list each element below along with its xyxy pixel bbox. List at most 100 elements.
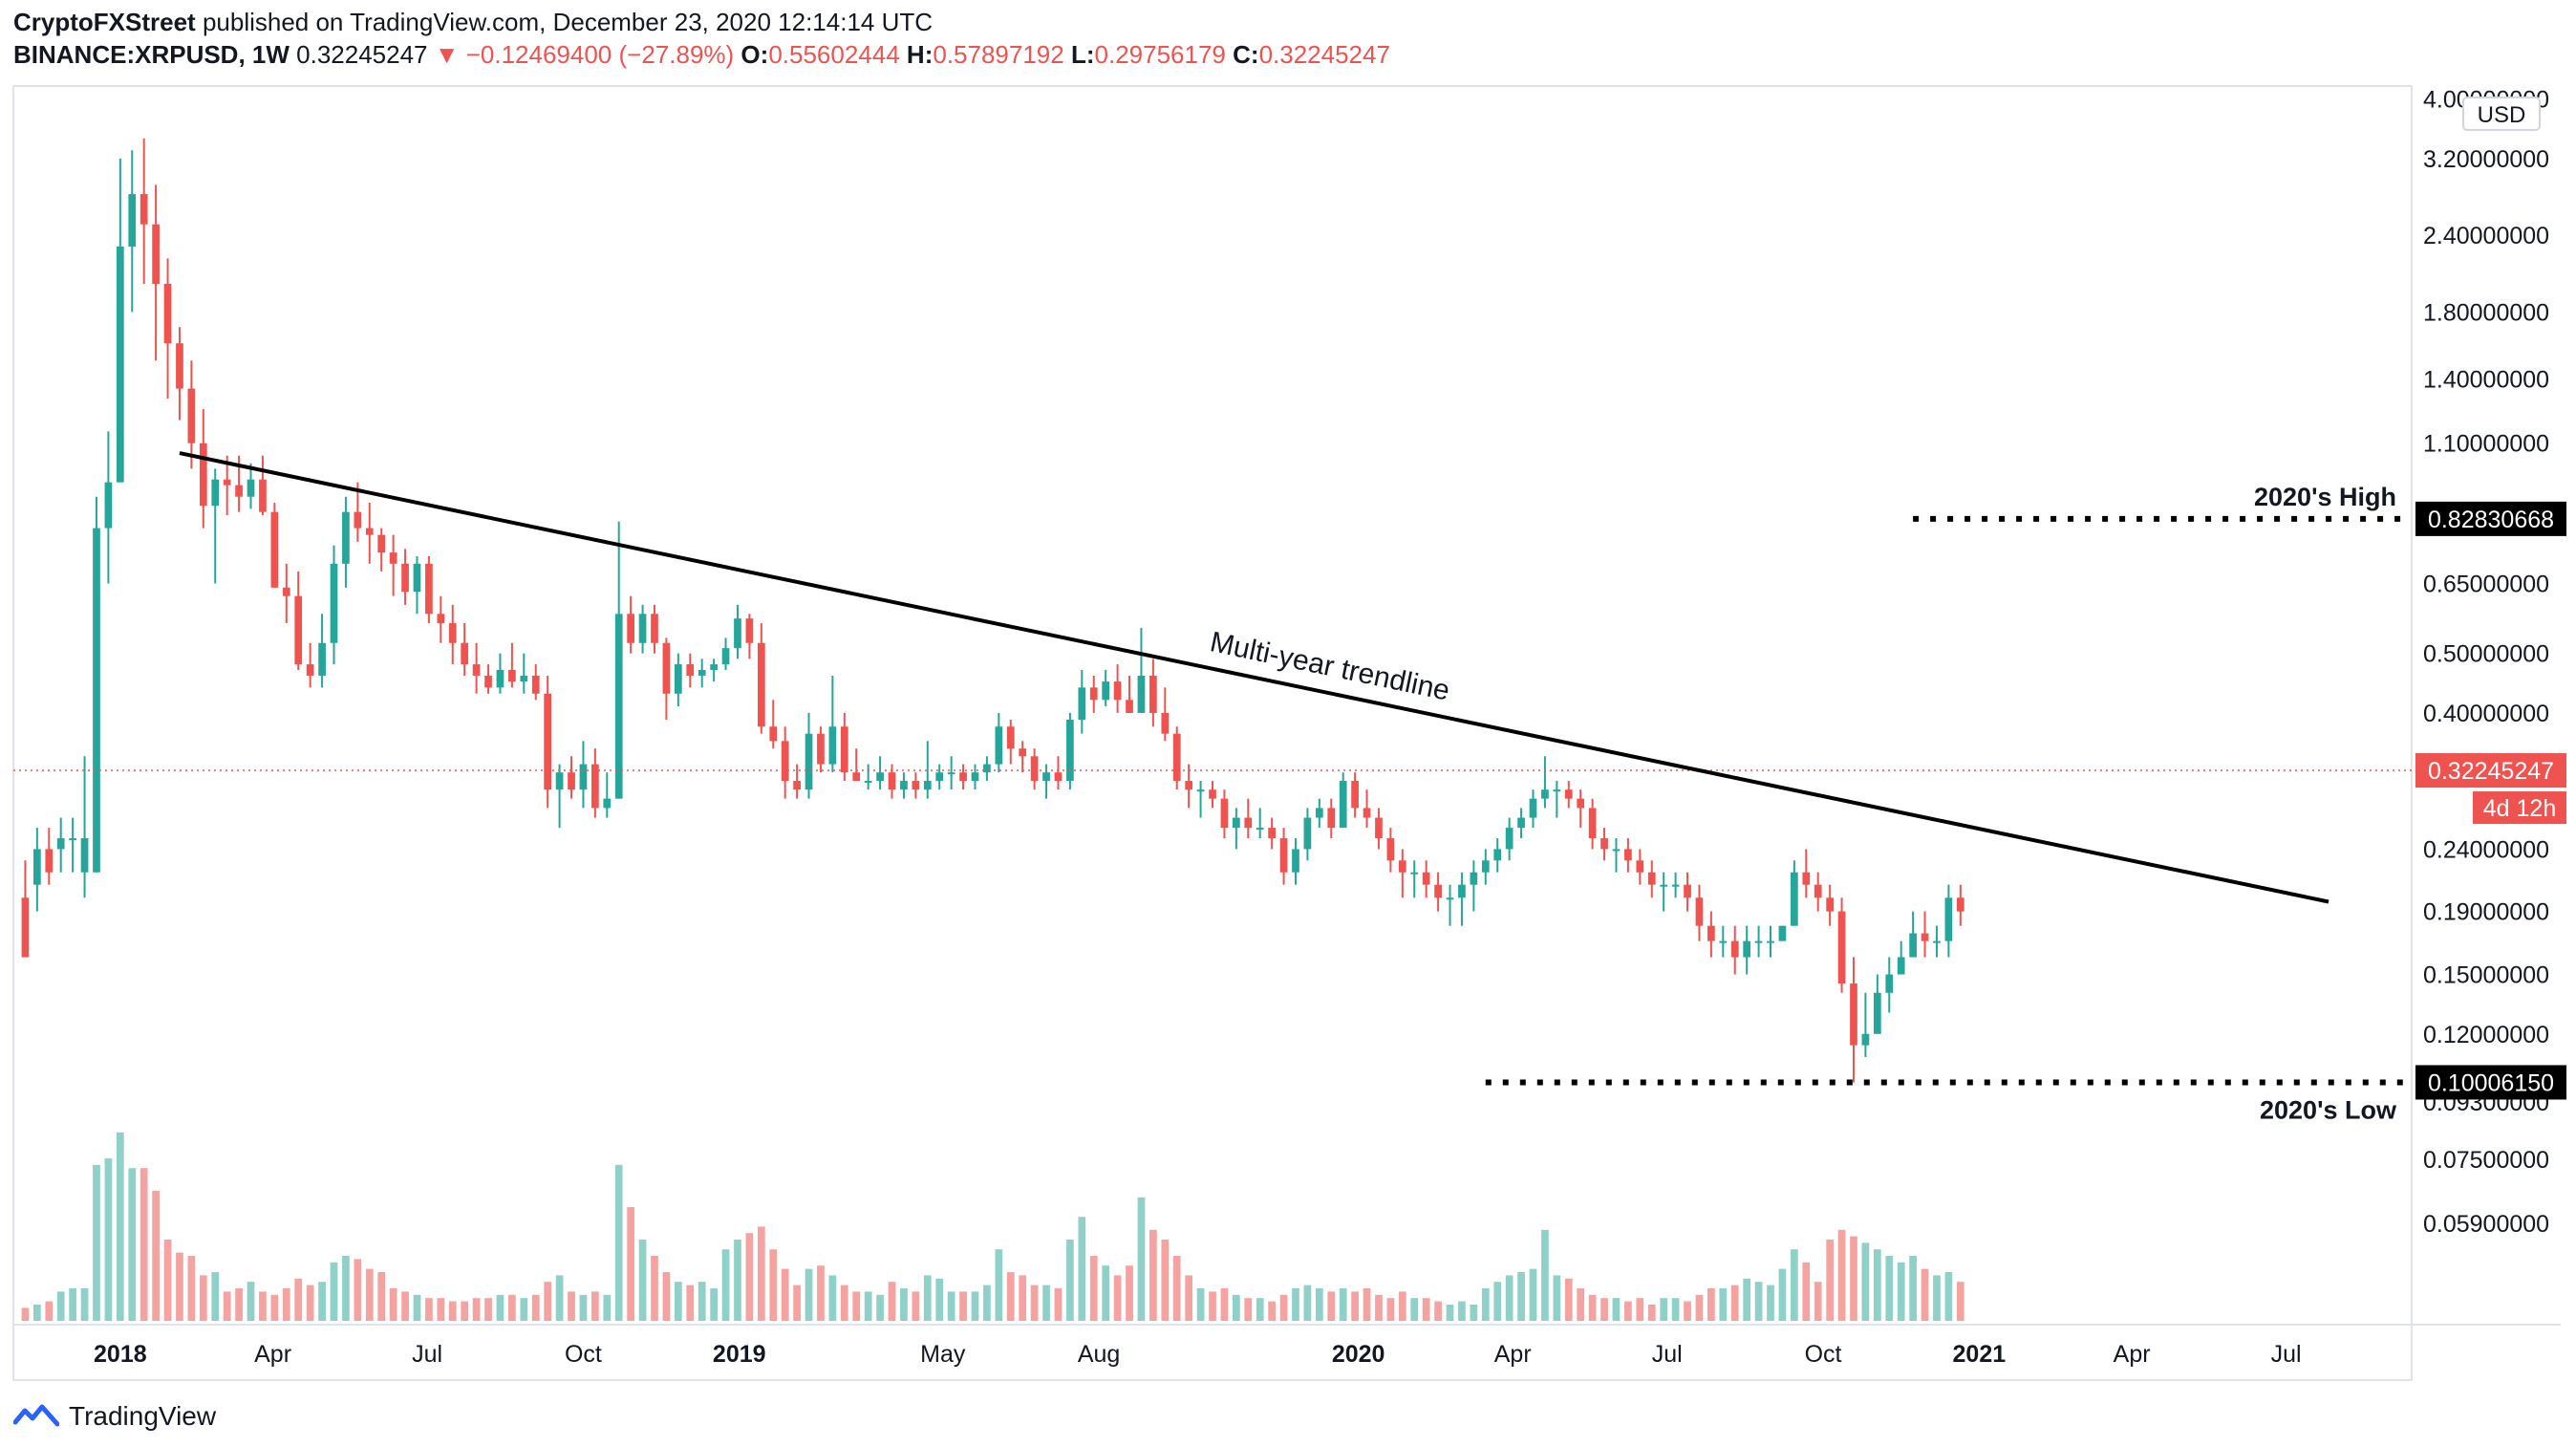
candle-body[interactable] — [757, 642, 765, 727]
multi-year-trendline[interactable] — [179, 451, 2329, 904]
author-name[interactable]: CryptoFXStreet — [13, 8, 196, 36]
candle-body[interactable] — [1209, 789, 1216, 799]
candle-body[interactable] — [1730, 940, 1739, 958]
candle-body[interactable] — [318, 642, 326, 676]
candle-body[interactable] — [270, 511, 279, 588]
candle-body[interactable] — [247, 479, 255, 497]
candle-body[interactable] — [1588, 808, 1597, 839]
tradingview-brand[interactable]: TradingView — [69, 1401, 217, 1431]
candle-body[interactable] — [959, 772, 967, 782]
candle-body[interactable] — [876, 772, 884, 782]
candle-body[interactable] — [223, 479, 231, 486]
candle-body[interactable] — [1861, 1033, 1870, 1046]
candle-body[interactable] — [686, 664, 695, 676]
candle-body[interactable] — [568, 772, 575, 790]
candle-body[interactable] — [282, 587, 290, 596]
candle-body[interactable] — [805, 733, 813, 790]
candle-body[interactable] — [1529, 798, 1537, 818]
candle-body[interactable] — [1624, 849, 1632, 861]
candle-body[interactable] — [1481, 860, 1490, 873]
candle-body[interactable] — [983, 764, 991, 773]
candle-body[interactable] — [1398, 860, 1406, 873]
currency-label[interactable]: USD — [2478, 102, 2526, 128]
candle-body[interactable] — [1873, 992, 1881, 1034]
candle-body[interactable] — [1089, 687, 1098, 701]
candle-body[interactable] — [1006, 726, 1015, 749]
candle-body[interactable] — [1078, 687, 1086, 720]
candle-body[interactable] — [900, 781, 908, 790]
candle-body[interactable] — [389, 552, 397, 564]
candle-body[interactable] — [971, 772, 979, 782]
candle-body[interactable] — [472, 664, 481, 676]
candle-body[interactable] — [199, 443, 207, 507]
candle-body[interactable] — [140, 194, 148, 225]
tradingview-logo-icon[interactable] — [13, 1403, 59, 1430]
candle-body[interactable] — [1446, 897, 1454, 900]
candle-body[interactable] — [1577, 798, 1585, 809]
candle-body[interactable] — [935, 772, 944, 782]
candle-body[interactable] — [448, 623, 457, 643]
candle-body[interactable] — [721, 648, 730, 665]
candle-body[interactable] — [828, 726, 837, 765]
candle-body[interactable] — [1363, 808, 1371, 818]
candle-body[interactable] — [1256, 828, 1264, 831]
candle-body[interactable] — [508, 669, 516, 682]
candle-body[interactable] — [544, 693, 552, 790]
candle-body[interactable] — [698, 669, 706, 676]
candle-body[interactable] — [1279, 838, 1288, 873]
candle-body[interactable] — [638, 614, 647, 643]
candle-body[interactable] — [128, 194, 137, 247]
candle-body[interactable] — [1921, 933, 1929, 941]
candle-body[interactable] — [591, 764, 599, 809]
candle-body[interactable] — [1470, 872, 1478, 885]
candle-body[interactable] — [1743, 940, 1751, 958]
candle-body[interactable] — [662, 642, 671, 694]
candle-body[interactable] — [294, 595, 303, 665]
candle-body[interactable] — [1268, 828, 1276, 839]
candle-body[interactable] — [1161, 712, 1170, 734]
candle-body[interactable] — [211, 479, 220, 507]
candle-body[interactable] — [1695, 897, 1704, 926]
candle-body[interactable] — [163, 283, 172, 344]
candle-body[interactable] — [93, 528, 100, 873]
candle-body[interactable] — [579, 764, 588, 790]
candle-body[interactable] — [1671, 884, 1680, 887]
candle-body[interactable] — [45, 849, 54, 873]
candle-body[interactable] — [1351, 781, 1359, 809]
candle-body[interactable] — [1814, 884, 1822, 898]
candle-body[interactable] — [235, 485, 243, 497]
candle-body[interactable] — [1778, 925, 1787, 941]
candle-body[interactable] — [1113, 681, 1122, 701]
candle-body[interactable] — [1564, 789, 1573, 799]
candle-body[interactable] — [1434, 884, 1442, 898]
candle-body[interactable] — [484, 675, 492, 688]
candle-body[interactable] — [496, 669, 504, 688]
candle-body[interactable] — [1517, 817, 1525, 829]
candle-body[interactable] — [1612, 849, 1621, 852]
candle-body[interactable] — [1172, 733, 1181, 782]
candle-body[interactable] — [32, 849, 41, 885]
candle-body[interactable] — [1054, 772, 1063, 782]
candle-body[interactable] — [56, 838, 65, 850]
candle-body[interactable] — [116, 246, 124, 483]
candle-body[interactable] — [1754, 940, 1763, 943]
candle-body[interactable] — [1553, 789, 1561, 792]
candle-body[interactable] — [734, 618, 741, 649]
candle-body[interactable] — [1636, 860, 1644, 873]
candle-body[interactable] — [1220, 798, 1229, 829]
candle-body[interactable] — [1956, 897, 1964, 912]
candle-body[interactable] — [781, 741, 789, 782]
candle-body[interactable] — [1030, 756, 1039, 782]
candle-body[interactable] — [1719, 940, 1728, 943]
candle-body[interactable] — [817, 733, 825, 765]
candle-body[interactable] — [1707, 925, 1715, 941]
candle-body[interactable] — [1897, 957, 1905, 975]
candle-body[interactable] — [152, 224, 160, 284]
candle-body[interactable] — [1244, 817, 1253, 829]
candle-body[interactable] — [1102, 681, 1110, 701]
candle-body[interactable] — [306, 664, 314, 676]
candle-body[interactable] — [1292, 849, 1299, 873]
candle-body[interactable] — [627, 614, 634, 643]
candle-body[interactable] — [1909, 933, 1917, 958]
candle-body[interactable] — [1149, 675, 1157, 713]
